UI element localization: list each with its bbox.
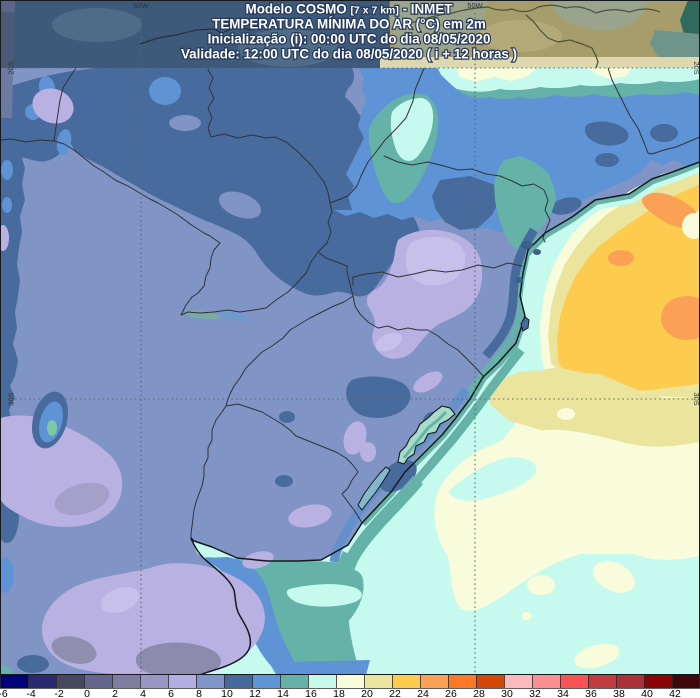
svg-text:36: 36	[585, 688, 597, 698]
svg-text:4: 4	[140, 688, 146, 698]
svg-text:2: 2	[112, 688, 118, 698]
svg-text:Inicialização (i): 00:00 UTC d: Inicialização (i): 00:00 UTC do dia 08/0…	[208, 32, 491, 47]
svg-text:32: 32	[529, 688, 541, 698]
svg-text:12: 12	[249, 688, 261, 698]
svg-text:30: 30	[501, 688, 513, 698]
svg-text:20: 20	[361, 688, 373, 698]
svg-text:16: 16	[305, 688, 317, 698]
svg-text:Modelo COSMO [7 x 7 km] - INME: Modelo COSMO [7 x 7 km] - INMET	[246, 2, 454, 17]
svg-text:14: 14	[277, 688, 289, 698]
svg-text:30S: 30S	[7, 392, 16, 405]
svg-text:26: 26	[445, 688, 457, 698]
svg-text:20S: 20S	[692, 61, 700, 74]
svg-text:42: 42	[669, 688, 681, 698]
svg-text:60W: 60W	[133, 1, 149, 10]
svg-text:8: 8	[196, 688, 202, 698]
svg-text:34: 34	[557, 688, 569, 698]
svg-text:28: 28	[473, 688, 485, 698]
svg-text:22: 22	[389, 688, 401, 698]
svg-text:18: 18	[333, 688, 345, 698]
svg-text:0: 0	[84, 688, 90, 698]
svg-text:-4: -4	[26, 688, 35, 698]
svg-text:38: 38	[613, 688, 625, 698]
svg-text:20S: 20S	[7, 61, 16, 74]
svg-text:24: 24	[417, 688, 429, 698]
svg-text:Validade: 12:00 UTC do dia 08/: Validade: 12:00 UTC do dia 08/05/2020 ( …	[181, 47, 517, 62]
svg-text:10: 10	[221, 688, 233, 698]
svg-text:-2: -2	[54, 688, 63, 698]
svg-text:-6: -6	[0, 688, 8, 698]
svg-text:50W: 50W	[467, 1, 483, 10]
svg-text:40: 40	[641, 688, 653, 698]
svg-text:30S: 30S	[692, 392, 700, 405]
svg-text:TEMPERATURA MÍNIMA DO AR (°C): TEMPERATURA MÍNIMA DO AR (°C) em 2m	[212, 17, 486, 32]
svg-text:6: 6	[168, 688, 174, 698]
